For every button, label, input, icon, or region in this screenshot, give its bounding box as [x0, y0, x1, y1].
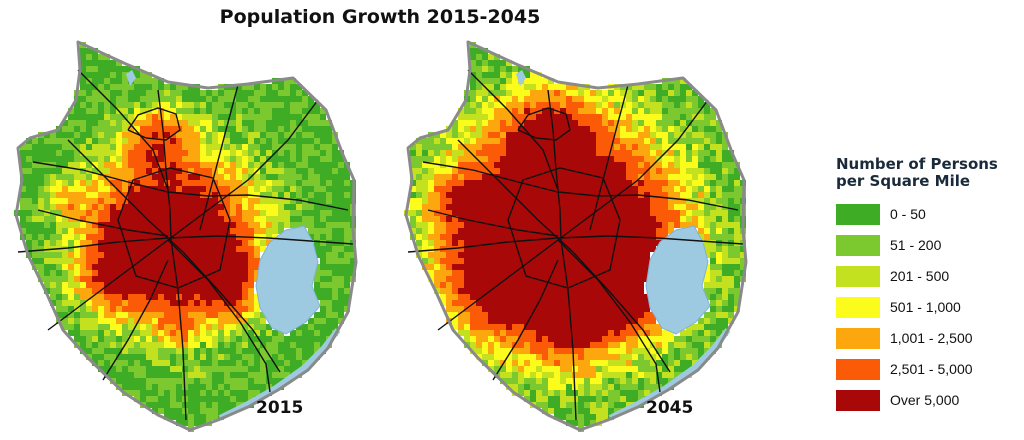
legend-swatch — [836, 203, 880, 225]
highway — [167, 239, 271, 393]
highway — [37, 209, 169, 237]
highway — [557, 239, 661, 393]
legend-title-line-1: Number of Persons — [836, 155, 998, 173]
legend-item: 201 - 500 — [836, 265, 1021, 287]
legend-items: 0 - 50 51 - 200 201 - 500 501 - 1,000 1,001 … — [836, 203, 1021, 411]
highway — [199, 84, 239, 231]
beltway-loop — [117, 167, 231, 289]
legend-swatch — [836, 265, 880, 287]
region-boundary — [404, 40, 748, 432]
legend-title-line-2: per Square Mile — [836, 172, 971, 190]
year-label-2015: 2015 — [256, 398, 304, 418]
highway — [32, 161, 349, 211]
density-grid — [404, 42, 746, 432]
legend-item: 0 - 50 — [836, 203, 1021, 225]
legend-swatch — [836, 234, 880, 256]
legend-title: Number of Persons per Square Mile — [836, 156, 1021, 190]
highway — [517, 107, 571, 141]
highway — [422, 161, 739, 211]
legend-label: 201 - 500 — [890, 268, 950, 284]
legend-label: Over 5,000 — [890, 392, 960, 408]
legend-label: 51 - 200 — [890, 237, 942, 253]
year-label-2045: 2045 — [646, 398, 694, 418]
highway — [589, 84, 629, 231]
legend-swatch — [836, 389, 880, 411]
highway — [437, 99, 709, 331]
highway — [492, 259, 559, 381]
highway — [157, 89, 187, 421]
highway — [67, 139, 281, 373]
legend-label: 1,001 - 2,500 — [890, 330, 973, 346]
highway-network — [407, 69, 744, 421]
highway — [547, 89, 577, 421]
highway — [77, 69, 169, 191]
legend-swatch — [836, 296, 880, 318]
map-2015-canvas — [14, 40, 358, 432]
legend-item: Over 5,000 — [836, 389, 1021, 411]
legend-label: 2,501 - 5,000 — [890, 361, 973, 377]
map-2015 — [8, 30, 378, 435]
legend: Number of Persons per Square Mile 0 - 50… — [836, 156, 1021, 420]
coastline-water — [608, 328, 731, 421]
legend-swatch — [836, 358, 880, 380]
bay-water — [645, 225, 711, 335]
legend-item: 51 - 200 — [836, 234, 1021, 256]
legend-item: 501 - 1,000 — [836, 296, 1021, 318]
coastline-water — [218, 328, 341, 421]
highway — [467, 69, 559, 191]
bay-water — [255, 225, 321, 335]
legend-swatch — [836, 327, 880, 349]
highway — [127, 107, 181, 141]
map-title: Population Growth 2015-2045 — [219, 6, 541, 28]
region-boundary — [14, 40, 358, 432]
highway — [102, 259, 169, 381]
legend-item: 1,001 - 2,500 — [836, 327, 1021, 349]
beltway-loop — [507, 167, 621, 289]
highway — [457, 139, 671, 373]
highway — [47, 99, 319, 331]
legend-label: 501 - 1,000 — [890, 299, 961, 315]
legend-item: 2,501 - 5,000 — [836, 358, 1021, 380]
legend-label: 0 - 50 — [890, 206, 926, 222]
lake-water — [126, 70, 136, 86]
highway-network — [17, 69, 354, 421]
highway — [427, 209, 559, 237]
map-2045 — [398, 30, 768, 435]
map-2045-canvas — [404, 40, 748, 432]
lake-water — [516, 70, 526, 86]
